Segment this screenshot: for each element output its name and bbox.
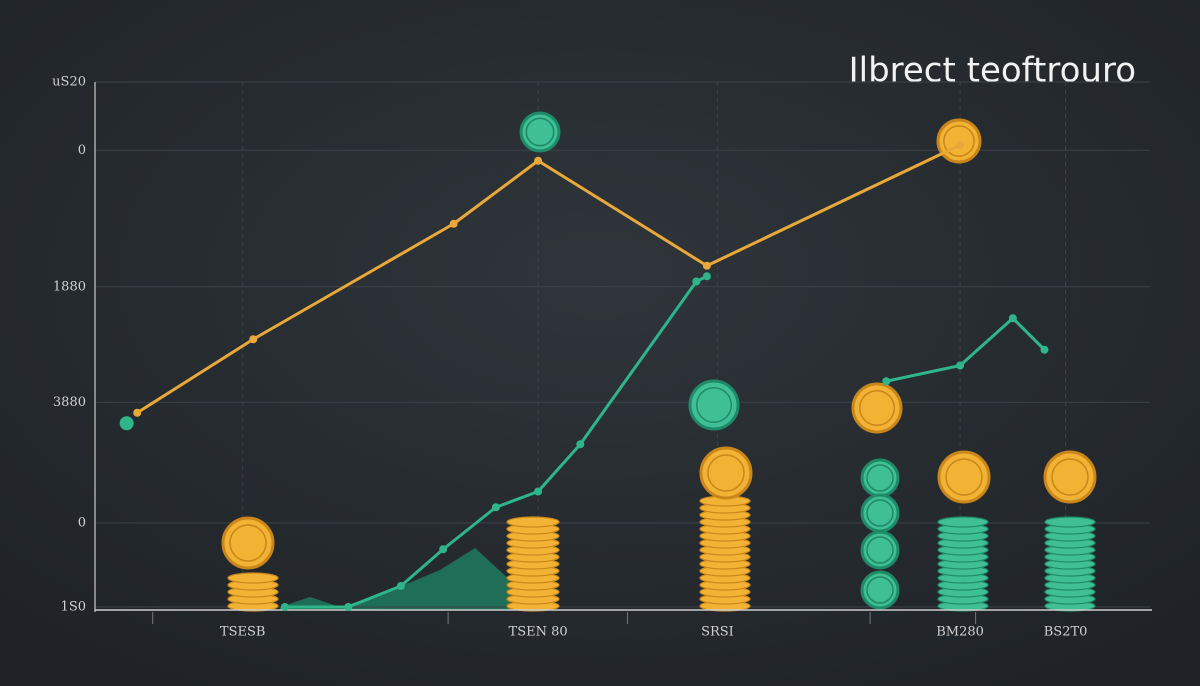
data-point — [576, 440, 585, 449]
data-point — [449, 219, 458, 228]
data-point — [1040, 345, 1049, 354]
coin-inner — [866, 536, 894, 564]
coin-inner — [1051, 458, 1089, 496]
series-line — [136, 143, 961, 415]
data-point — [1008, 314, 1017, 323]
data-point — [439, 545, 448, 554]
x-tick-label: SRSI — [701, 625, 734, 640]
y-tick-label: uS20 — [52, 75, 86, 90]
data-point — [702, 261, 711, 270]
data-point — [491, 503, 500, 512]
coin-inner — [858, 389, 896, 427]
coin-stack — [937, 516, 989, 528]
data-point — [956, 141, 965, 149]
data-point — [119, 416, 134, 431]
coin-stack — [227, 572, 279, 584]
data-point — [344, 603, 353, 611]
y-tick-label: 0 — [78, 143, 86, 158]
data-point — [692, 277, 701, 286]
data-point — [249, 335, 258, 344]
data-point — [956, 361, 965, 370]
data-point — [396, 582, 405, 590]
data-point — [702, 272, 711, 281]
coin-stack — [1044, 516, 1096, 528]
data-point — [280, 603, 289, 611]
coin-inner — [229, 524, 267, 562]
y-tick-label: 3880 — [53, 395, 86, 410]
coin-inner — [525, 117, 555, 147]
coin-inner — [866, 576, 894, 604]
data-point — [133, 408, 142, 417]
chart-title: Ilbrect teoftrouro — [849, 51, 1136, 91]
area-decoration — [280, 548, 510, 610]
coin-inner — [695, 386, 733, 424]
coin-inner — [943, 125, 975, 157]
coin-inner — [945, 458, 983, 496]
coin-stack — [506, 516, 560, 528]
x-tick-label: TSESB — [220, 625, 266, 640]
x-tick-label: BS2T0 — [1044, 625, 1088, 640]
coin-inner — [707, 454, 745, 492]
coin-inner — [866, 499, 894, 527]
coin-inner — [866, 464, 894, 492]
y-tick-label: 1880 — [53, 279, 86, 294]
data-point — [534, 156, 543, 165]
x-tick-label: TSEN 80 — [509, 625, 568, 640]
x-tick-label: BM280 — [936, 625, 984, 640]
y-tick-label: 0 — [78, 516, 86, 531]
coins — [221, 111, 1097, 612]
series-line — [885, 316, 1046, 383]
data-point — [534, 487, 543, 496]
y-tick-label: 1S0 — [61, 600, 86, 615]
data-point — [882, 377, 891, 386]
